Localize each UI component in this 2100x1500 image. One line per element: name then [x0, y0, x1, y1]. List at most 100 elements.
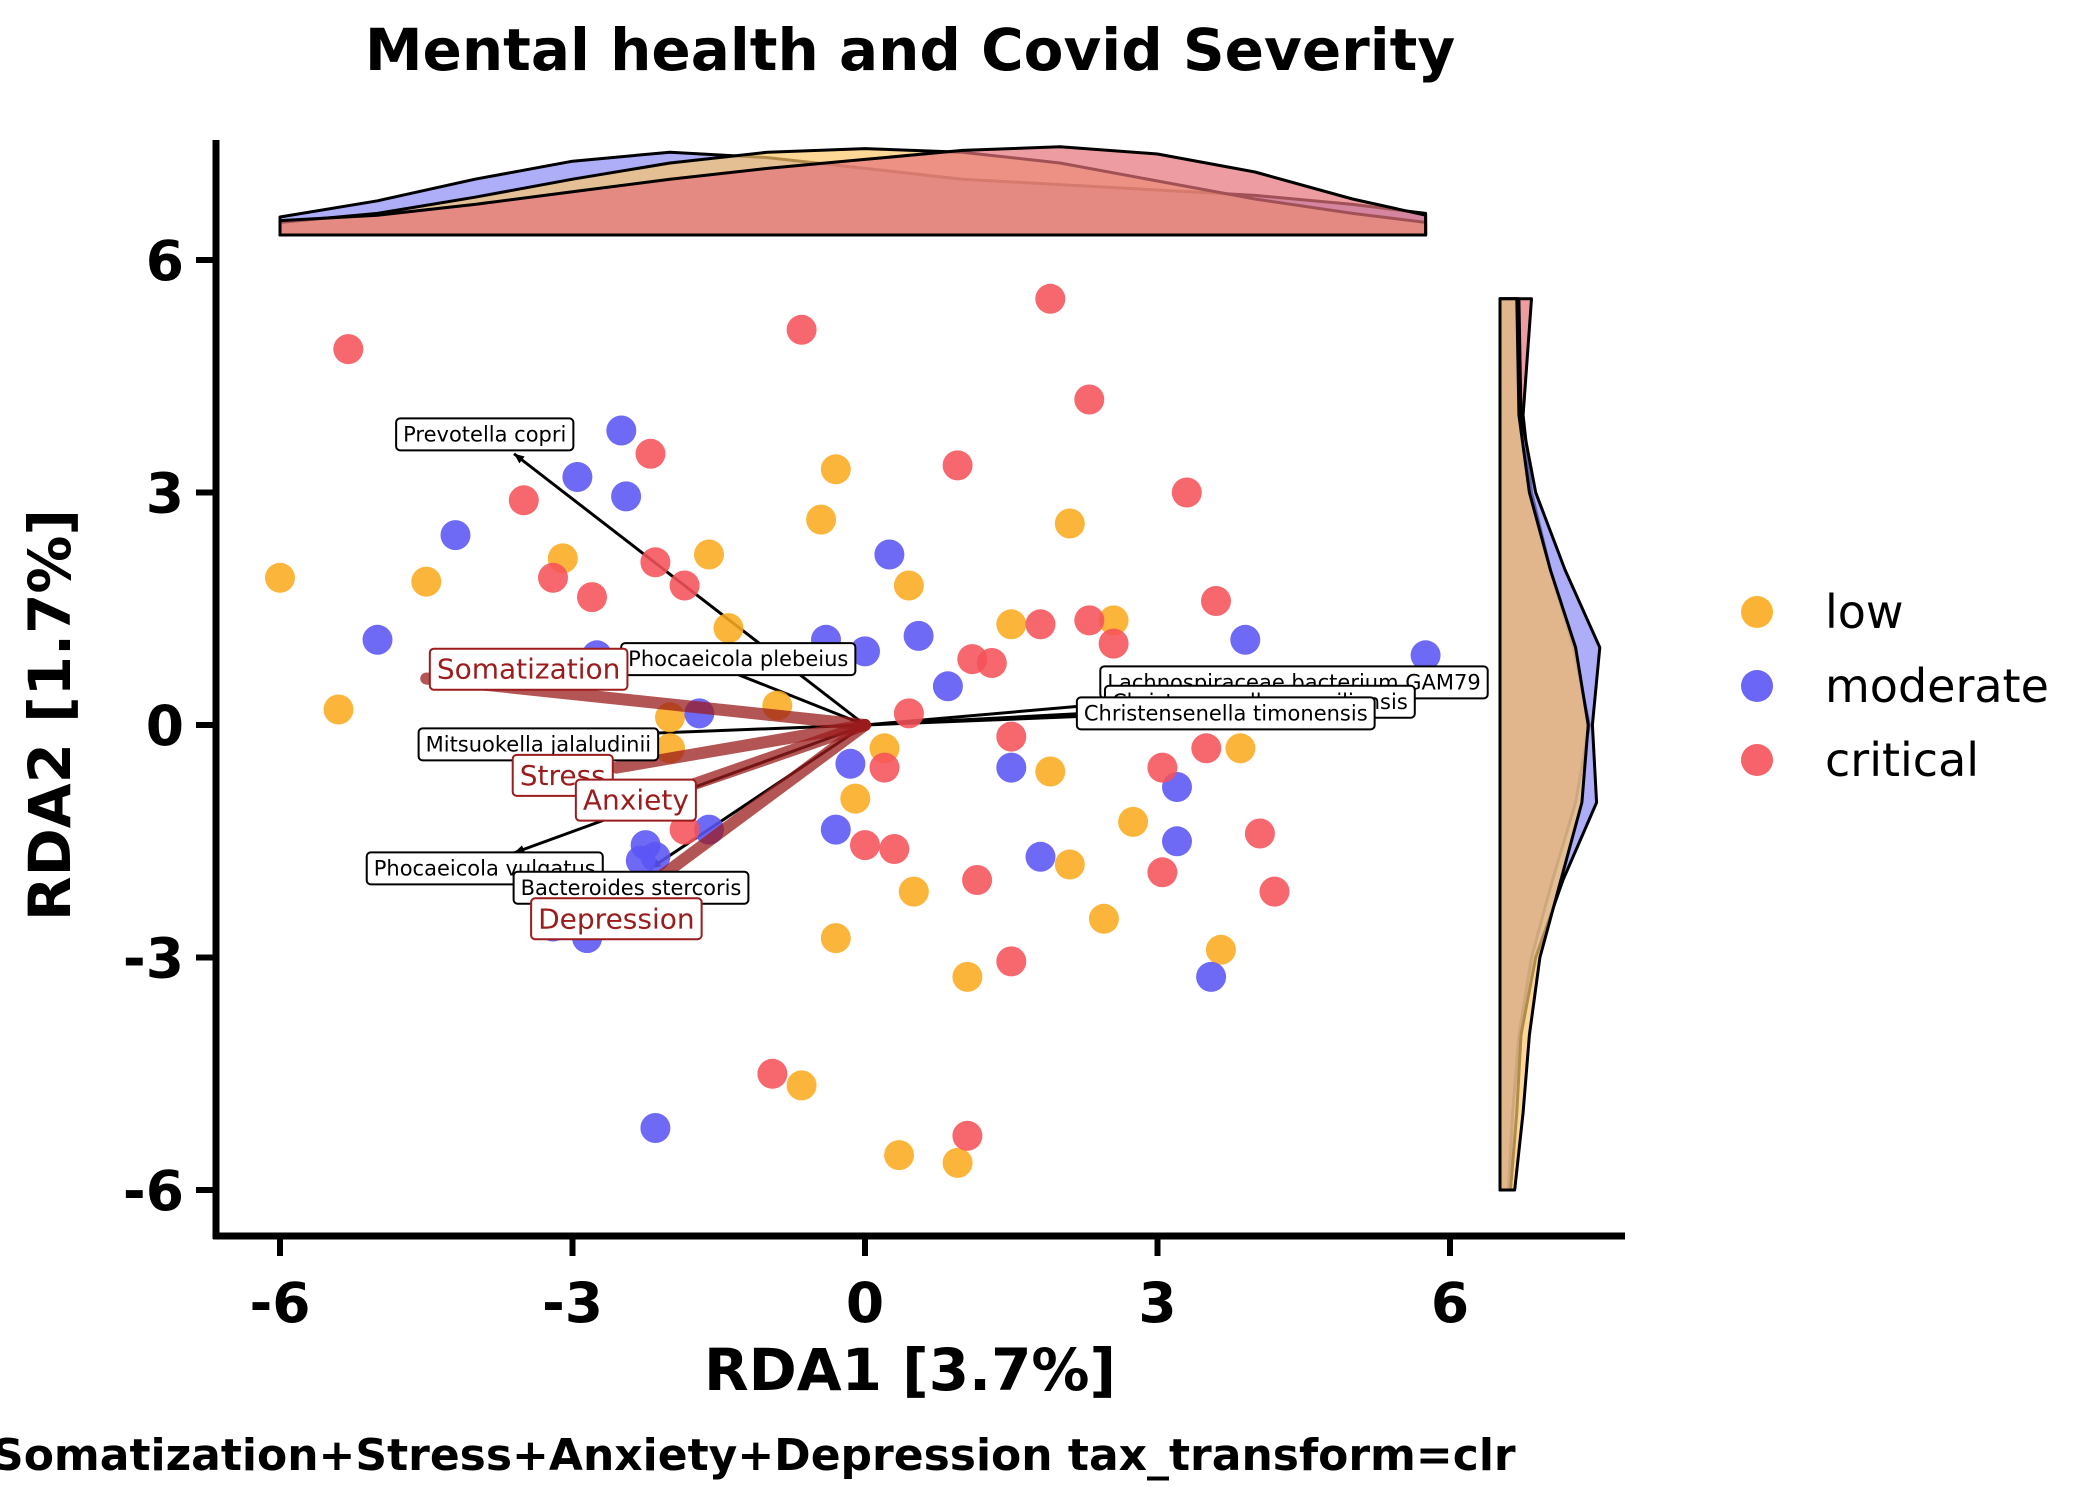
point-low	[996, 609, 1027, 640]
point-low	[786, 1070, 817, 1101]
point-critical	[333, 334, 364, 365]
y-axis-label: RDA2 [1.7%]	[16, 509, 84, 921]
legend-label-low: low	[1825, 585, 1904, 639]
species-label-prevotella-copri: Prevotella copri	[395, 417, 575, 452]
point-critical	[786, 314, 817, 345]
svg-text:Bacteroides stercoris: Bacteroides stercoris	[521, 876, 742, 900]
point-critical	[1201, 586, 1231, 616]
y-tick-label: -3	[123, 927, 184, 991]
chart-caption: Somatization+Stress+Anxiety+Depression t…	[0, 1430, 1516, 1481]
svg-text:Depression: Depression	[538, 902, 695, 935]
y-tick-label: 3	[146, 462, 184, 526]
point-low	[820, 454, 851, 485]
point-low	[713, 613, 744, 644]
point-critical	[1098, 628, 1129, 659]
point-low	[411, 566, 442, 597]
point-moderate	[1025, 841, 1056, 872]
y-tick-label: -6	[123, 1159, 184, 1223]
constraint-arrow-stress	[610, 719, 871, 774]
point-critical	[976, 648, 1007, 678]
point-low	[1088, 903, 1119, 934]
point-critical	[577, 582, 607, 613]
point-low	[806, 504, 837, 535]
point-low	[1054, 849, 1085, 880]
point-critical	[893, 698, 924, 729]
svg-text:Somatization: Somatization	[437, 653, 621, 686]
point-critical	[869, 752, 900, 783]
sample-points	[265, 283, 1441, 1178]
point-critical	[640, 547, 671, 578]
point-critical	[669, 814, 700, 845]
point-moderate	[362, 624, 393, 655]
point-low	[694, 539, 724, 570]
point-critical	[1191, 733, 1222, 764]
loading-arrowhead	[514, 453, 525, 464]
point-low	[840, 783, 871, 814]
point-critical	[1074, 605, 1105, 636]
x-axis-label: RDA1 [3.7%]	[704, 1336, 1116, 1404]
x-tick-label: 6	[1431, 1271, 1469, 1335]
marginal-density-x	[278, 145, 1428, 237]
constraint-label-somatization: Somatization	[428, 647, 629, 691]
point-moderate	[820, 814, 851, 845]
point-critical	[538, 562, 568, 593]
legend-marker-critical	[1741, 744, 1773, 776]
point-critical	[1074, 384, 1105, 415]
point-low	[1035, 756, 1066, 787]
y-tick-label: 0	[146, 694, 184, 758]
point-low	[1118, 806, 1149, 837]
legend: low moderate critical	[1741, 585, 2049, 787]
point-critical	[1171, 477, 1202, 508]
point-low	[820, 923, 851, 954]
point-moderate	[606, 415, 637, 446]
x-tick-label: 0	[846, 1271, 884, 1335]
constraint-label-anxiety: Anxiety	[574, 778, 697, 822]
plot-axes: -6 -3 0 3 6 6 3 0 -3 -6	[123, 140, 1625, 1335]
point-critical	[962, 865, 993, 895]
point-moderate	[562, 462, 593, 492]
point-low	[1054, 508, 1085, 539]
x-tick-label: 3	[1138, 1271, 1176, 1335]
point-critical	[1147, 752, 1178, 783]
species-label-christensenella-timonensis: Christensenella timonensis	[1075, 696, 1376, 731]
point-critical	[508, 485, 539, 516]
point-critical	[879, 834, 910, 864]
point-critical	[850, 830, 880, 861]
point-low	[1225, 733, 1256, 764]
point-low	[265, 562, 295, 593]
point-critical	[942, 450, 973, 481]
point-moderate	[996, 752, 1027, 783]
point-moderate	[640, 841, 671, 872]
constraint-arrow-depression	[639, 719, 871, 894]
point-moderate	[640, 1113, 671, 1143]
marginal-density-y	[1498, 297, 1602, 1192]
point-moderate	[1230, 624, 1261, 655]
svg-text:Anxiety: Anxiety	[583, 784, 689, 817]
point-critical	[1025, 609, 1056, 640]
point-low	[323, 694, 354, 725]
density-x-critical	[278, 145, 1428, 237]
point-moderate	[850, 636, 880, 667]
point-low	[952, 961, 983, 992]
point-moderate	[874, 539, 905, 570]
point-low	[898, 876, 929, 907]
y-tick-label: 6	[146, 229, 184, 293]
point-critical	[635, 438, 666, 469]
point-critical	[757, 1058, 788, 1089]
legend-marker-low	[1741, 596, 1773, 628]
point-moderate	[440, 520, 471, 551]
x-tick-label: -6	[249, 1271, 310, 1335]
species-label-mitsuokella-jalaludinii: Mitsuokella jalaludinii	[417, 727, 660, 762]
point-critical	[1244, 818, 1275, 849]
point-critical	[1035, 283, 1066, 314]
point-moderate	[1162, 826, 1192, 857]
species-label-phocaeicola-plebeius: Phocaeicola plebeius	[620, 642, 857, 677]
point-critical	[952, 1120, 983, 1151]
point-low	[1098, 605, 1129, 636]
constraint-label-depression: Depression	[530, 897, 703, 941]
legend-label-critical: critical	[1825, 733, 1979, 787]
point-critical	[1259, 876, 1290, 907]
point-moderate	[932, 671, 963, 702]
point-moderate	[1410, 640, 1441, 671]
